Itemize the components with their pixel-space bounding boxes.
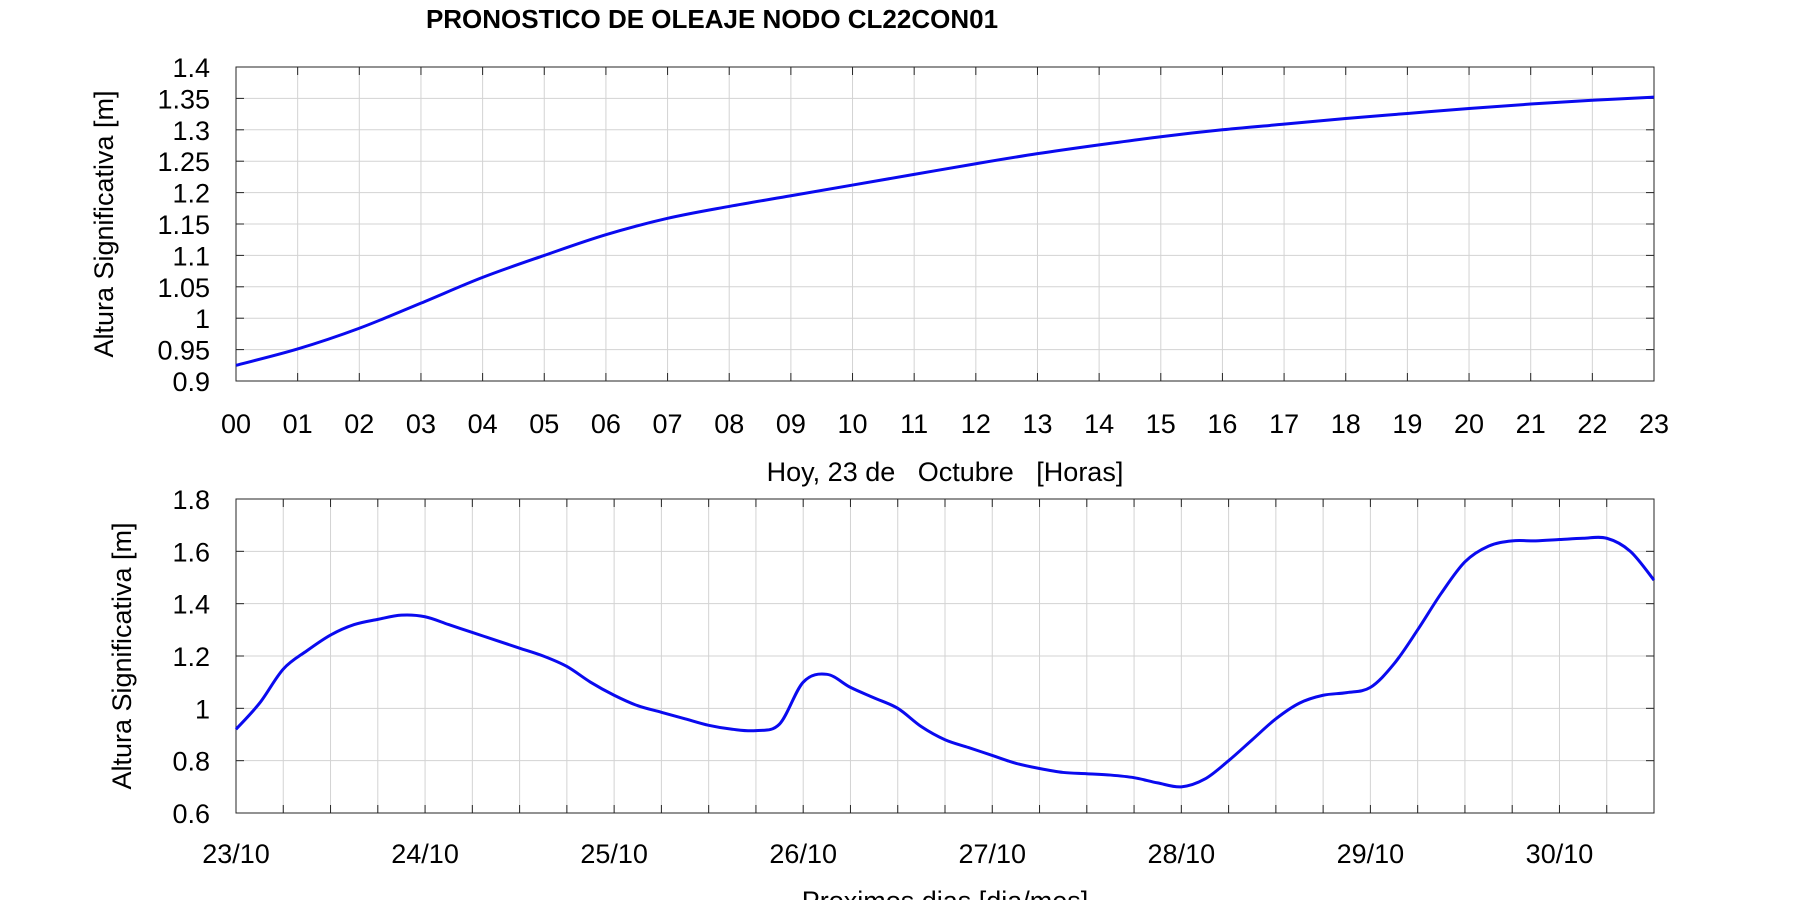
- y-tick-label: 1.25: [157, 147, 210, 177]
- x-axis-label: Hoy, 23 de Octubre [Horas]: [767, 457, 1124, 487]
- y-tick-label: 1.2: [172, 179, 210, 209]
- y-tick-label: 1: [195, 304, 210, 334]
- daily-panel: 23/10 24/10 25/10 26/10 27/10 28/10 29/10 30/10…: [107, 485, 1656, 900]
- x-tick-label: 15: [1146, 409, 1176, 439]
- y-tick-label: 0.9: [172, 367, 210, 397]
- x-tick-label: 29/10: [1337, 839, 1405, 869]
- y-axis-label: Altura Significativa [m]: [107, 522, 137, 789]
- hourly-panel: 00 01 02 03 04 05 06 07 08 09 10 11 12 13 14 15 16 17 18 19…: [89, 53, 1669, 487]
- y-tick-label: 1.05: [157, 273, 210, 303]
- y-tick-label: 1.8: [172, 485, 210, 515]
- x-tick-label: 18: [1331, 409, 1361, 439]
- x-tick-label: 10: [837, 409, 867, 439]
- x-tick-label: 02: [344, 409, 374, 439]
- x-tick-label: 17: [1269, 409, 1299, 439]
- x-tick-label: 16: [1207, 409, 1237, 439]
- x-tick-label: 24/10: [391, 839, 459, 869]
- y-tick-label: 1.1: [172, 241, 210, 271]
- wave-height-series-line: [234, 535, 1656, 789]
- x-tick-label: 05: [529, 409, 559, 439]
- y-tick-label: 0.8: [172, 747, 210, 777]
- x-tick-label: 04: [468, 409, 498, 439]
- y-tick-label: 1.35: [157, 84, 210, 114]
- x-tick-label: 19: [1392, 409, 1422, 439]
- x-tick-label: 06: [591, 409, 621, 439]
- y-tick-label: 1.4: [172, 590, 210, 620]
- y-tick-label: 1: [195, 694, 210, 724]
- x-tick-label: 13: [1022, 409, 1052, 439]
- y-tick-label: 1.3: [172, 116, 210, 146]
- x-tick-label: 01: [283, 409, 313, 439]
- chart-title: PRONOSTICO DE OLEAJE NODO CL22CON01: [426, 4, 998, 34]
- x-tick-label: 03: [406, 409, 436, 439]
- x-tick-label: 22: [1577, 409, 1607, 439]
- y-tick-label: 0.95: [157, 336, 210, 366]
- y-tick-label: 1.2: [172, 642, 210, 672]
- x-tick-label: 09: [776, 409, 806, 439]
- x-tick-label: 23: [1639, 409, 1669, 439]
- x-tick-label: 12: [961, 409, 991, 439]
- x-tick-label: 27/10: [958, 839, 1026, 869]
- x-axis-label: Proximos dias [dia/mes]: [802, 886, 1089, 900]
- x-tick-label: 28/10: [1148, 839, 1216, 869]
- x-tick-label: 07: [653, 409, 683, 439]
- y-tick-label: 0.6: [172, 799, 210, 829]
- y-tick-label: 1.6: [172, 537, 210, 567]
- y-tick-label: 1.15: [157, 210, 210, 240]
- x-tick-label: 08: [714, 409, 744, 439]
- x-tick-label: 20: [1454, 409, 1484, 439]
- x-tick-label: 14: [1084, 409, 1114, 439]
- x-tick-label: 21: [1516, 409, 1546, 439]
- x-tick-label: 00: [221, 409, 251, 439]
- x-tick-label: 30/10: [1526, 839, 1594, 869]
- x-tick-label: 26/10: [769, 839, 837, 869]
- y-tick-label: 1.4: [172, 53, 210, 83]
- wave-height-series-line: [235, 95, 1655, 367]
- x-tick-label: 25/10: [580, 839, 648, 869]
- x-tick-label: 23/10: [202, 839, 270, 869]
- x-tick-label: 11: [900, 409, 928, 439]
- y-axis-label: Altura Significativa [m]: [89, 90, 119, 357]
